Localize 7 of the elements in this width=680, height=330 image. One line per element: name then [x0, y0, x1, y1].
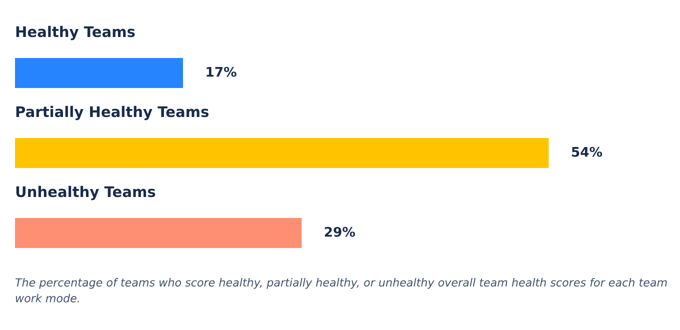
y-tick-label: Healthy Teams	[16, 26, 135, 40]
data-label: 54%	[572, 146, 602, 157]
y-tick-label: Unhealthy Teams	[16, 186, 156, 200]
data-label: 29%	[324, 226, 356, 237]
y-tick-label: Partially Healthy Teams	[16, 106, 209, 120]
text: The percentage of teams who score healthy, partially healthy, or unhealthy overall team health scores for each team work mode.	[15, 278, 667, 302]
data-label: 17%	[206, 66, 236, 77]
